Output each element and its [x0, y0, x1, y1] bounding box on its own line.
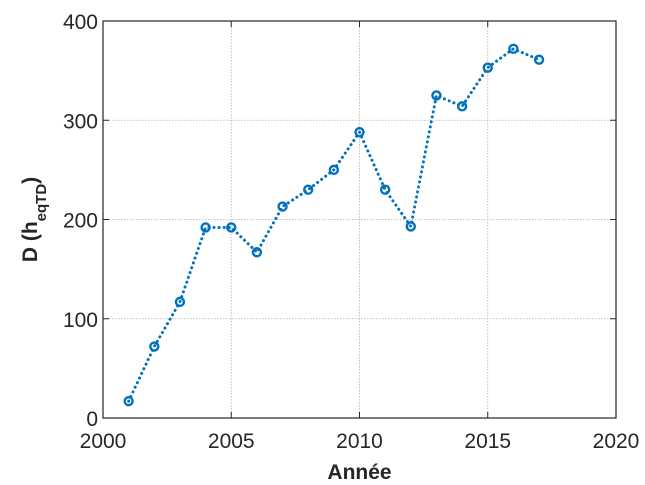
data-point-2004 [200, 222, 211, 233]
data-point-2005 [226, 222, 237, 233]
y-tick-label-0: 0 [86, 408, 98, 431]
x-tick-label-3: 2015 [464, 430, 511, 453]
x-axis-label: Année [327, 461, 391, 484]
x-tick-label-0: 2000 [80, 430, 127, 453]
y-tick-label-3: 300 [63, 110, 98, 133]
data-point-2012 [405, 221, 416, 232]
y-tick-label-2: 200 [63, 210, 98, 233]
data-point-2017 [533, 54, 545, 65]
y-axis-label-main: D (h [19, 221, 42, 262]
data-point-2014 [456, 101, 468, 112]
grid-lines [103, 21, 616, 418]
data-point-2001 [123, 395, 134, 407]
x-axis-ticks: 2000 2005 2010 2015 2020 [80, 21, 640, 453]
y-axis-label-subscript: eqTD [33, 184, 50, 222]
data-point-2016 [508, 43, 519, 54]
x-tick-label-2: 2010 [336, 430, 383, 453]
data-point-2009 [328, 164, 340, 176]
y-axis-label: D (heqTD) [19, 177, 50, 262]
y-tick-label-1: 100 [63, 309, 98, 332]
data-point-2015 [482, 62, 493, 73]
series-line [127, 47, 541, 403]
data-point-2013 [431, 90, 442, 101]
data-point-2008 [303, 184, 314, 195]
y-tick-label-4: 400 [63, 11, 98, 34]
y-axis-label-close: ) [19, 177, 42, 184]
data-point-2011 [379, 184, 391, 195]
x-tick-label-1: 2005 [208, 430, 255, 453]
x-tick-label-4: 2020 [593, 430, 640, 453]
data-point-2006 [251, 247, 263, 258]
data-point-2002 [149, 341, 160, 352]
data-point-2007 [277, 201, 288, 212]
data-markers [123, 43, 545, 407]
data-point-2003 [174, 296, 186, 308]
y-axis-ticks: 0 100 200 300 400 [63, 11, 616, 431]
data-point-2010 [354, 126, 365, 138]
